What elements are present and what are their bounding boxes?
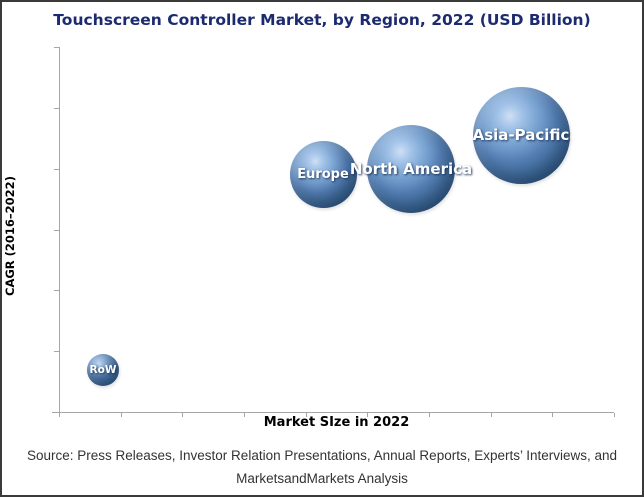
y-axis-line — [59, 47, 60, 412]
y-axis-tick — [54, 290, 59, 291]
chart-title: Touchscreen Controller Market, by Region… — [53, 11, 591, 29]
y-axis-tick — [54, 412, 59, 413]
x-axis-tick — [614, 413, 615, 417]
plot-area: RoW Europe North America Asia-Pacific — [59, 47, 614, 412]
y-axis-tick — [54, 47, 59, 48]
bubble-europe: Europe — [289, 140, 357, 208]
y-axis-label: CAGR (2016–2022) — [3, 176, 17, 296]
x-axis-tick — [121, 413, 122, 417]
bubble-asia-pacific: Asia-Pacific — [472, 86, 570, 184]
source-line-1: Source: Press Releases, Investor Relatio… — [26, 448, 618, 463]
x-axis-tick — [306, 413, 307, 417]
x-axis-label: Market SIze in 2022 — [263, 415, 410, 430]
x-axis-tick — [552, 413, 553, 417]
bubble-label: North America — [349, 160, 473, 178]
x-axis-tick — [367, 413, 368, 417]
x-axis-tick — [182, 413, 183, 417]
source-line-2: MarketsandMarkets Analysis — [236, 471, 408, 486]
source-note: Source: Press Releases, Investor Relatio… — [2, 444, 642, 490]
bubble-north-america: North America — [350, 125, 472, 213]
x-axis-tick — [244, 413, 245, 417]
bubble-row: RoW — [87, 354, 119, 386]
x-axis-line — [52, 412, 614, 413]
bubble-label: Asia-Pacific — [472, 126, 570, 144]
x-axis-tick — [59, 413, 60, 417]
y-axis-tick — [54, 108, 59, 109]
y-axis-tick — [54, 169, 59, 170]
bubble-label: Europe — [297, 166, 349, 182]
y-axis-tick — [54, 230, 59, 231]
x-axis-tick — [429, 413, 430, 417]
bubble-label: RoW — [89, 364, 117, 376]
x-axis-tick — [491, 413, 492, 417]
y-axis-tick — [54, 351, 59, 352]
